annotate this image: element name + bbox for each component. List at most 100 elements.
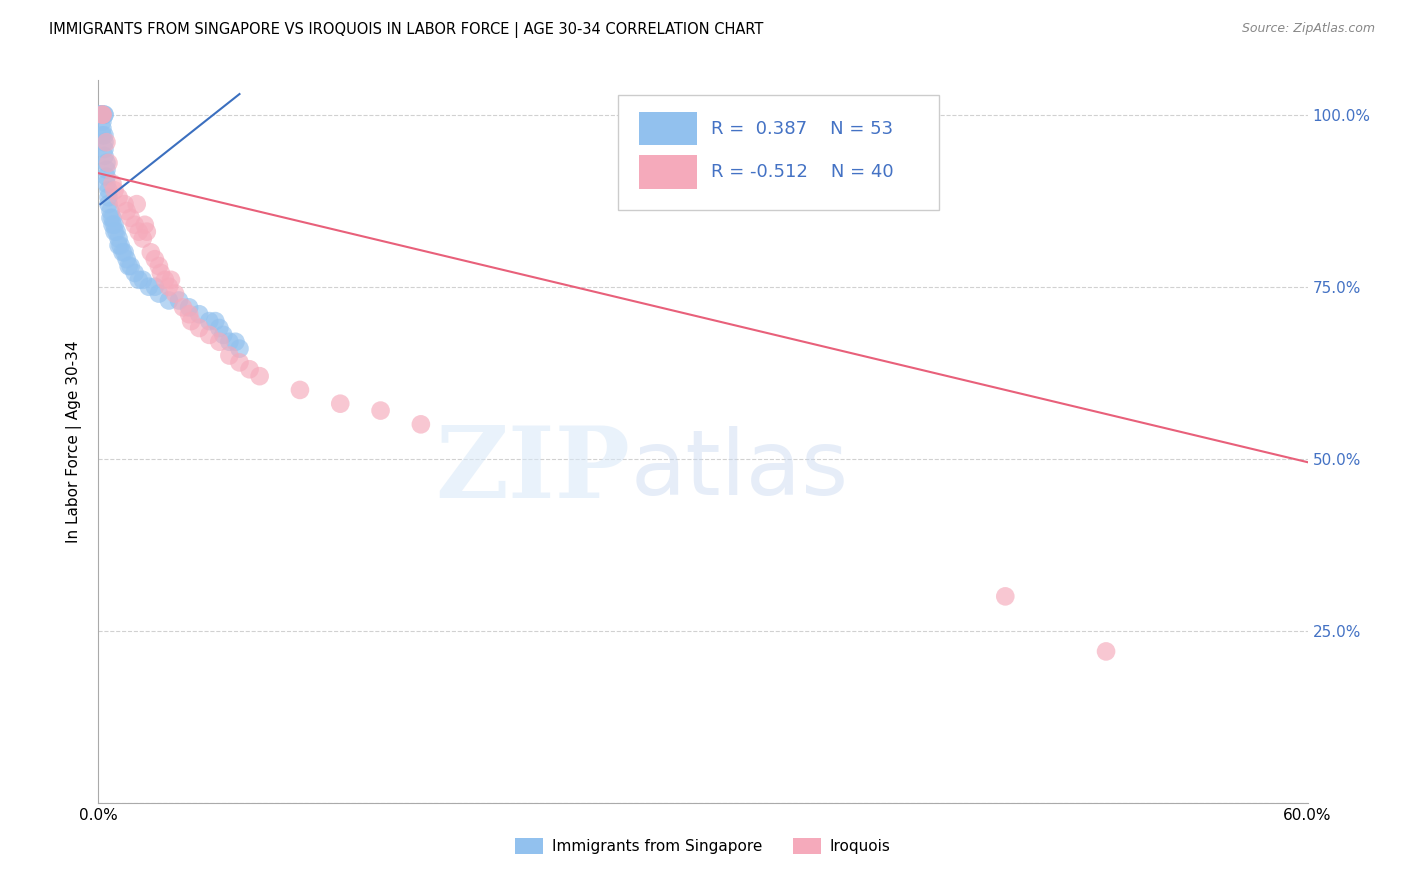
Point bbox=[91, 108, 114, 122]
Point bbox=[96, 156, 118, 170]
Point bbox=[91, 114, 114, 128]
Point bbox=[114, 197, 136, 211]
Point bbox=[204, 314, 226, 328]
Point bbox=[93, 128, 115, 143]
Point bbox=[143, 279, 166, 293]
Point bbox=[212, 327, 235, 342]
Point bbox=[96, 162, 118, 177]
Point bbox=[124, 266, 146, 280]
Point bbox=[249, 369, 271, 384]
Point bbox=[128, 225, 150, 239]
Point bbox=[179, 307, 201, 321]
Point bbox=[188, 307, 211, 321]
Point bbox=[105, 225, 128, 239]
Point bbox=[93, 108, 115, 122]
Point bbox=[100, 211, 122, 225]
Point bbox=[103, 218, 125, 232]
Point bbox=[96, 135, 118, 149]
Point bbox=[89, 108, 111, 122]
Point bbox=[107, 190, 129, 204]
Point bbox=[198, 327, 221, 342]
Point bbox=[163, 286, 186, 301]
Point bbox=[228, 342, 250, 356]
Point bbox=[208, 321, 231, 335]
Point bbox=[91, 128, 114, 143]
Point bbox=[157, 293, 180, 308]
Point bbox=[143, 252, 166, 267]
Point bbox=[91, 108, 114, 122]
Point bbox=[93, 135, 115, 149]
FancyBboxPatch shape bbox=[619, 95, 939, 211]
Point bbox=[115, 204, 138, 219]
Point bbox=[149, 266, 172, 280]
Point bbox=[118, 259, 141, 273]
Point bbox=[101, 218, 124, 232]
Point bbox=[91, 121, 114, 136]
Point bbox=[148, 259, 170, 273]
Point bbox=[111, 245, 134, 260]
Point bbox=[994, 590, 1017, 604]
Point bbox=[97, 197, 120, 211]
Point bbox=[179, 301, 201, 315]
Point bbox=[91, 108, 114, 122]
Point bbox=[96, 169, 118, 184]
Point bbox=[107, 231, 129, 245]
Point bbox=[172, 301, 194, 315]
Point bbox=[198, 314, 221, 328]
Text: atlas: atlas bbox=[630, 426, 849, 515]
Point bbox=[167, 293, 190, 308]
Point bbox=[103, 225, 125, 239]
Point bbox=[409, 417, 432, 432]
Point bbox=[1095, 644, 1118, 658]
Y-axis label: In Labor Force | Age 30-34: In Labor Force | Age 30-34 bbox=[66, 340, 83, 543]
Point bbox=[135, 225, 157, 239]
Text: Source: ZipAtlas.com: Source: ZipAtlas.com bbox=[1241, 22, 1375, 36]
Point bbox=[218, 349, 240, 363]
Point bbox=[139, 245, 162, 260]
Point bbox=[96, 177, 118, 191]
Point bbox=[288, 383, 311, 397]
Point bbox=[120, 259, 142, 273]
Text: R =  0.387    N = 53: R = 0.387 N = 53 bbox=[711, 120, 894, 137]
Point bbox=[157, 279, 180, 293]
Point bbox=[160, 273, 183, 287]
Point bbox=[89, 108, 111, 122]
Point bbox=[91, 108, 114, 122]
Point bbox=[132, 273, 155, 287]
Text: IMMIGRANTS FROM SINGAPORE VS IROQUOIS IN LABOR FORCE | AGE 30-34 CORRELATION CHA: IMMIGRANTS FROM SINGAPORE VS IROQUOIS IN… bbox=[49, 22, 763, 38]
Point bbox=[120, 211, 142, 225]
Point bbox=[97, 183, 120, 197]
Point bbox=[218, 334, 240, 349]
Point bbox=[208, 334, 231, 349]
Point bbox=[114, 245, 136, 260]
Text: ZIP: ZIP bbox=[436, 422, 630, 519]
Bar bbox=[638, 112, 697, 145]
Point bbox=[103, 183, 125, 197]
Point bbox=[124, 218, 146, 232]
Point bbox=[97, 156, 120, 170]
Point bbox=[180, 314, 202, 328]
Point bbox=[370, 403, 392, 417]
Point bbox=[224, 334, 246, 349]
Point bbox=[128, 273, 150, 287]
Point bbox=[93, 149, 115, 163]
Point bbox=[228, 355, 250, 369]
Point bbox=[134, 218, 156, 232]
Point bbox=[239, 362, 262, 376]
Point bbox=[101, 177, 124, 191]
Point bbox=[110, 238, 132, 252]
Point bbox=[93, 142, 115, 156]
Point bbox=[138, 279, 160, 293]
Point bbox=[89, 108, 111, 122]
Point bbox=[100, 204, 122, 219]
Point bbox=[115, 252, 138, 267]
Point bbox=[329, 397, 352, 411]
Point bbox=[97, 190, 120, 204]
Point bbox=[125, 197, 148, 211]
Point bbox=[101, 211, 124, 225]
Point bbox=[107, 238, 129, 252]
Text: R = -0.512    N = 40: R = -0.512 N = 40 bbox=[711, 163, 894, 181]
Point bbox=[153, 273, 176, 287]
Point bbox=[188, 321, 211, 335]
Point bbox=[148, 286, 170, 301]
